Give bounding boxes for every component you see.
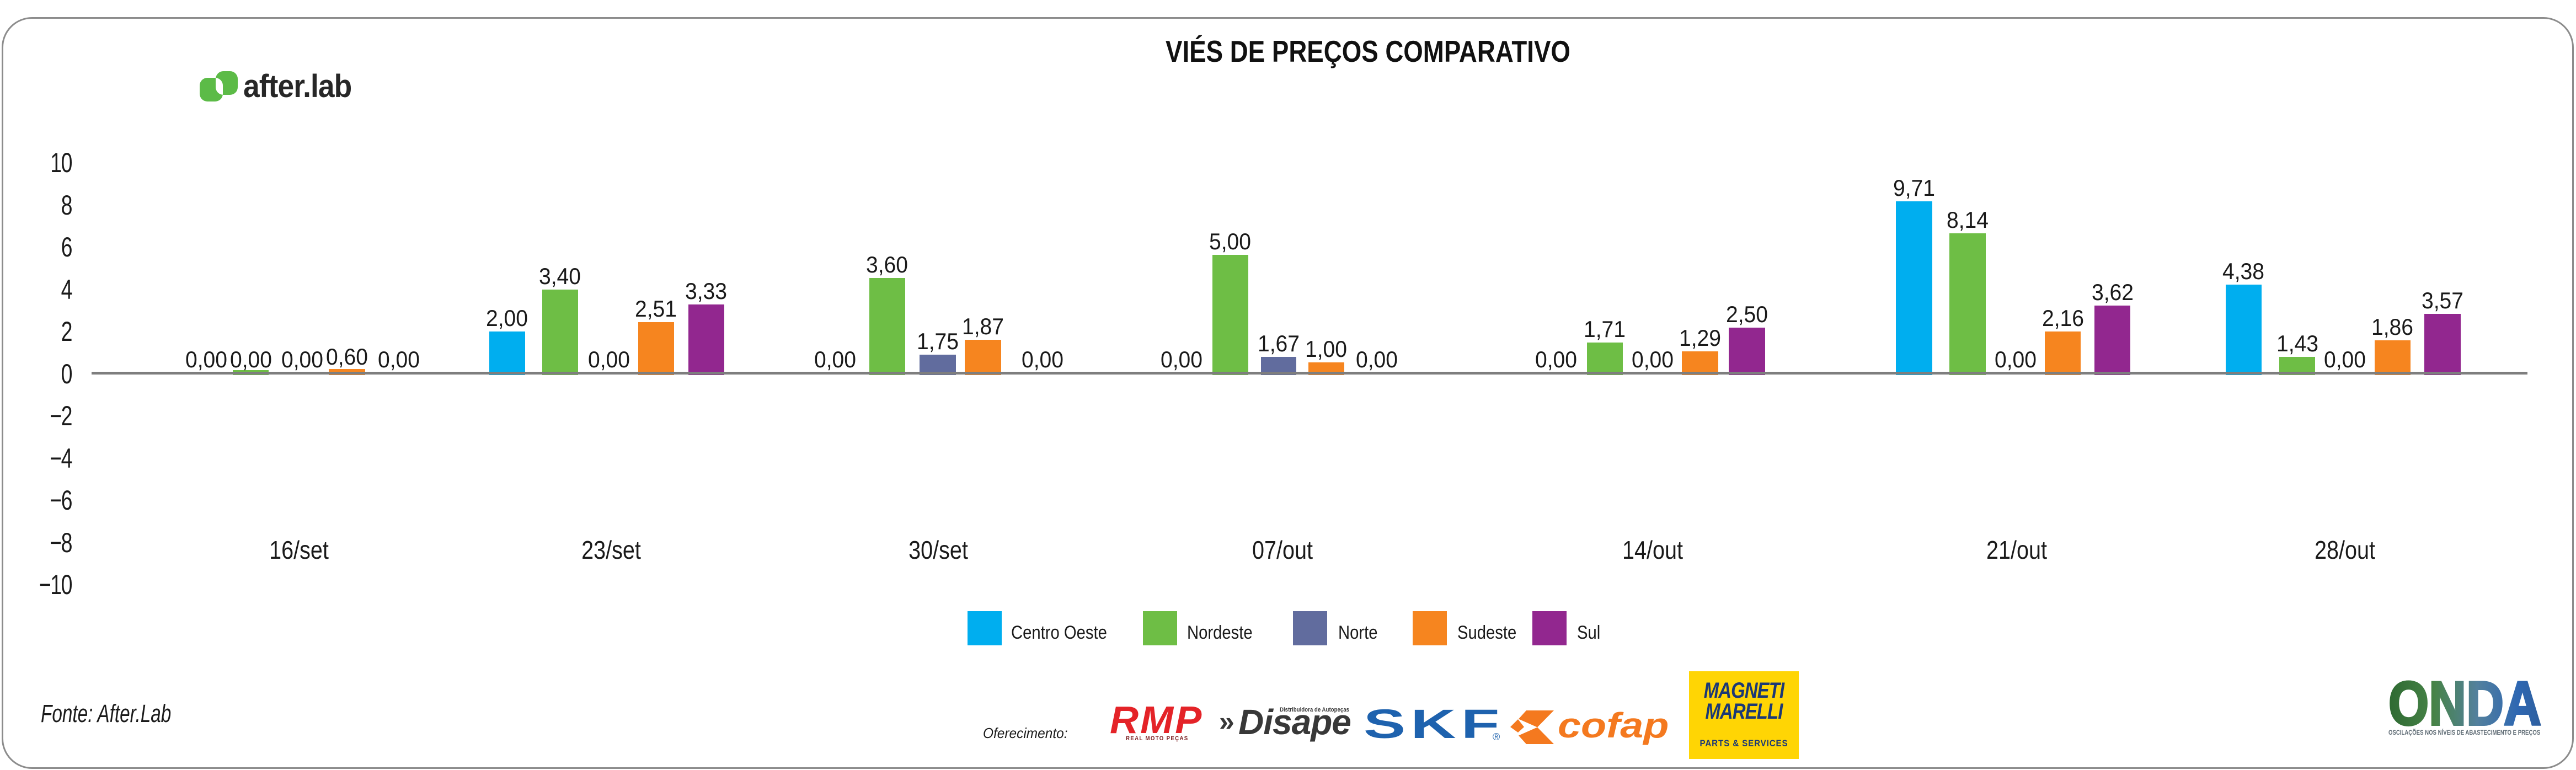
svg-text:ONDA: ONDA [2388, 676, 2541, 731]
